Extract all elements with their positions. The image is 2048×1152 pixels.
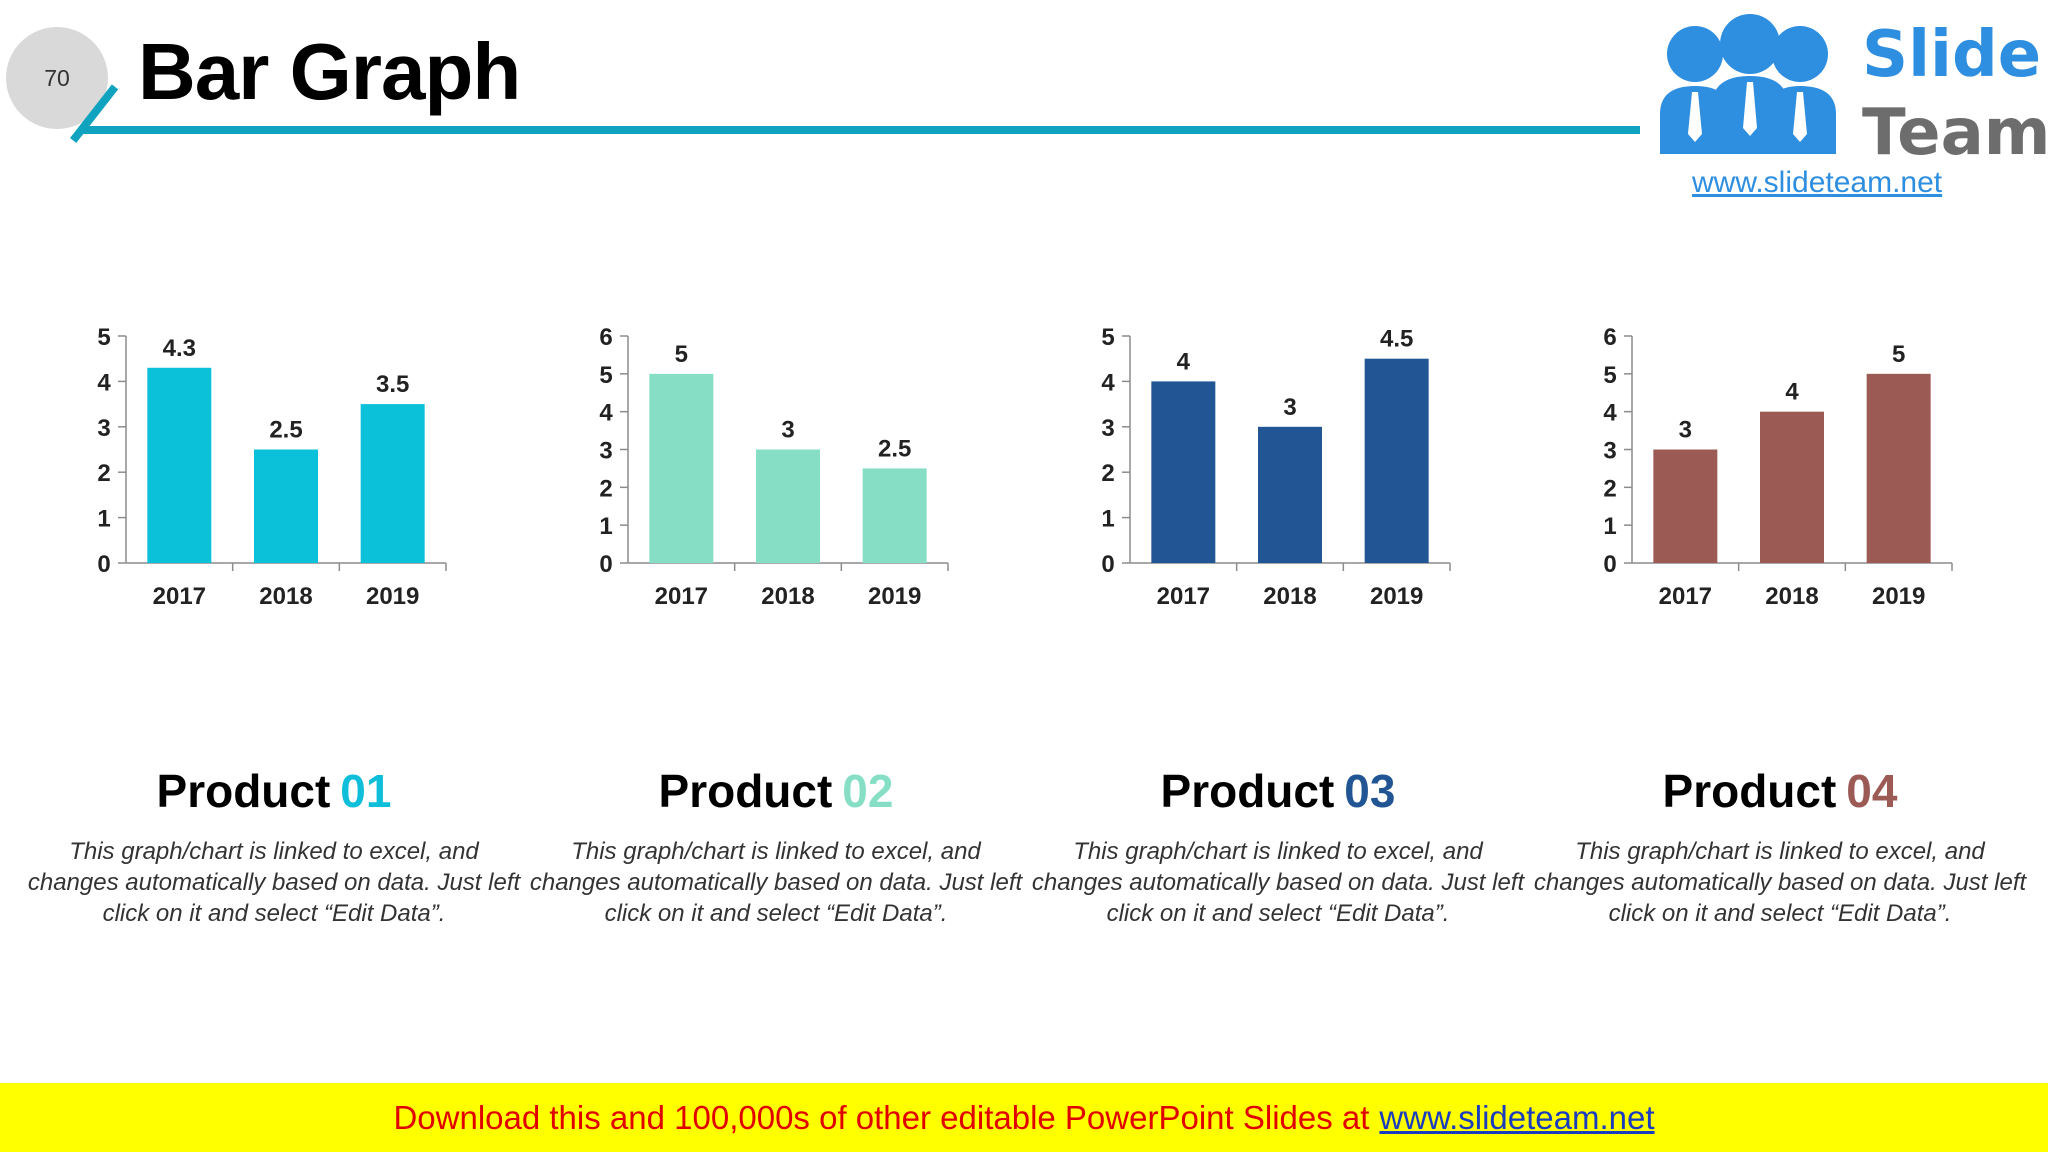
bar [360, 404, 425, 563]
y-tick-label: 3 [97, 415, 110, 442]
logo-url-link[interactable]: www.slideteam.net [1692, 166, 1943, 199]
x-tick-label: 2018 [761, 583, 814, 610]
product-title: Product 04 [1530, 764, 2030, 818]
y-tick-label: 4 [1101, 369, 1115, 396]
y-tick-label: 2 [599, 475, 612, 502]
footer-banner: Download this and 100,000s of other edit… [0, 1083, 2048, 1152]
x-tick-label: 2019 [366, 583, 419, 610]
x-tick-label: 2019 [1370, 583, 1423, 610]
y-tick-label: 2 [97, 460, 110, 487]
x-tick-label: 2018 [259, 583, 312, 610]
y-tick-label: 2 [1603, 475, 1616, 502]
data-label: 3 [781, 417, 794, 444]
y-tick-label: 1 [97, 506, 110, 533]
y-tick-label: 1 [1101, 506, 1114, 533]
y-tick-label: 5 [1603, 362, 1616, 389]
product-description: This graph/chart is linked to excel, and… [1031, 838, 1525, 927]
product-card-04: Product 04 This graph/chart is linked to … [1530, 764, 2030, 929]
product-description: This graph/chart is linked to excel, and… [1533, 838, 2027, 927]
x-tick-label: 2017 [655, 583, 708, 610]
y-tick-label: 0 [1603, 551, 1616, 578]
x-tick-label: 2018 [1263, 583, 1316, 610]
bar [1760, 411, 1824, 563]
y-tick-label: 0 [97, 551, 110, 578]
product-card-01: Product 01 This graph/chart is linked to … [24, 764, 524, 929]
people-logo-icon [1660, 14, 1836, 154]
y-tick-label: 3 [1101, 415, 1114, 442]
bar [1653, 449, 1718, 563]
product-description: This graph/chart is linked to excel, and… [27, 838, 521, 927]
data-label: 2.5 [878, 435, 911, 462]
chart-product-04[interactable]: 0 1 2 3 4 5 6 3 2017 4 2018 5 2019 [1566, 310, 1953, 620]
y-tick-label: 4 [1603, 400, 1617, 427]
slideteam-logo: Slide Team www.slideteam.net [1640, 4, 2048, 199]
product-number: 02 [842, 765, 894, 817]
y-tick-label: 6 [1603, 324, 1616, 351]
x-tick-label: 2019 [868, 583, 921, 610]
bar [756, 449, 820, 563]
logo-word-team: Team [1862, 96, 2048, 170]
y-tick-label: 5 [1101, 324, 1114, 351]
data-label: 5 [675, 341, 688, 368]
product-card-02: Product 02 This graph/chart is linked to … [526, 764, 1026, 929]
y-tick-label: 3 [599, 438, 612, 465]
product-label: Product [658, 765, 833, 817]
y-tick-label: 1 [1603, 513, 1616, 540]
bar [1258, 426, 1322, 563]
footer-text: Download this and 100,000s of other edit… [393, 1098, 1370, 1136]
data-label: 3 [1679, 417, 1692, 444]
product-number: 03 [1344, 765, 1396, 817]
page-number: 70 [44, 64, 70, 91]
product-label: Product [1160, 765, 1335, 817]
x-tick-label: 2017 [1157, 583, 1210, 610]
data-label: 4 [1177, 348, 1191, 375]
chart-product-03[interactable]: 0 1 2 3 4 5 4 2017 3 2018 4.5 2019 [1064, 310, 1451, 620]
y-tick-label: 0 [1101, 551, 1114, 578]
data-label: 3 [1283, 394, 1296, 421]
y-tick-label: 0 [599, 551, 612, 578]
bar [1364, 358, 1429, 563]
data-label: 4 [1785, 379, 1799, 406]
data-label: 5 [1892, 341, 1905, 368]
y-tick-label: 1 [599, 513, 612, 540]
data-label: 4.3 [163, 335, 196, 362]
x-tick-label: 2019 [1872, 583, 1925, 610]
logo-word-slide: Slide [1862, 18, 2042, 92]
page-title: Bar Graph [138, 27, 521, 116]
data-label: 4.5 [1380, 326, 1413, 353]
footer-link[interactable]: www.slideteam.net [1379, 1098, 1655, 1136]
bar [254, 449, 318, 563]
product-title: Product 03 [1028, 764, 1528, 818]
product-card-03: Product 03 This graph/chart is linked to … [1028, 764, 1528, 929]
y-tick-label: 5 [97, 324, 110, 351]
bar [1151, 381, 1216, 563]
data-label: 2.5 [269, 417, 302, 444]
y-tick-label: 4 [599, 400, 613, 427]
y-tick-label: 6 [599, 324, 612, 351]
y-tick-label: 2 [1101, 460, 1114, 487]
y-tick-label: 3 [1603, 438, 1616, 465]
bar [862, 468, 927, 563]
chart-product-02[interactable]: 0 1 2 3 4 5 6 5 2017 3 2018 2.5 2019 [562, 310, 949, 620]
y-tick-label: 5 [599, 362, 612, 389]
data-label: 3.5 [376, 371, 409, 398]
x-tick-label: 2017 [1659, 583, 1712, 610]
x-tick-label: 2017 [153, 583, 206, 610]
bar [649, 373, 714, 563]
product-title: Product 02 [526, 764, 1026, 818]
page-number-badge: 70 [6, 27, 108, 129]
title-rule [82, 126, 1642, 134]
product-number: 01 [340, 765, 392, 817]
product-title: Product 01 [24, 764, 524, 818]
bar [147, 367, 212, 563]
bar [1866, 373, 1931, 563]
x-tick-label: 2018 [1765, 583, 1818, 610]
product-description: This graph/chart is linked to excel, and… [529, 838, 1023, 927]
product-label: Product [156, 765, 331, 817]
product-label: Product [1662, 765, 1837, 817]
y-tick-label: 4 [97, 369, 111, 396]
chart-product-01[interactable]: 0 1 2 3 4 5 4.3 2017 2.5 2018 3.5 2019 [60, 310, 447, 620]
product-number: 04 [1846, 765, 1898, 817]
